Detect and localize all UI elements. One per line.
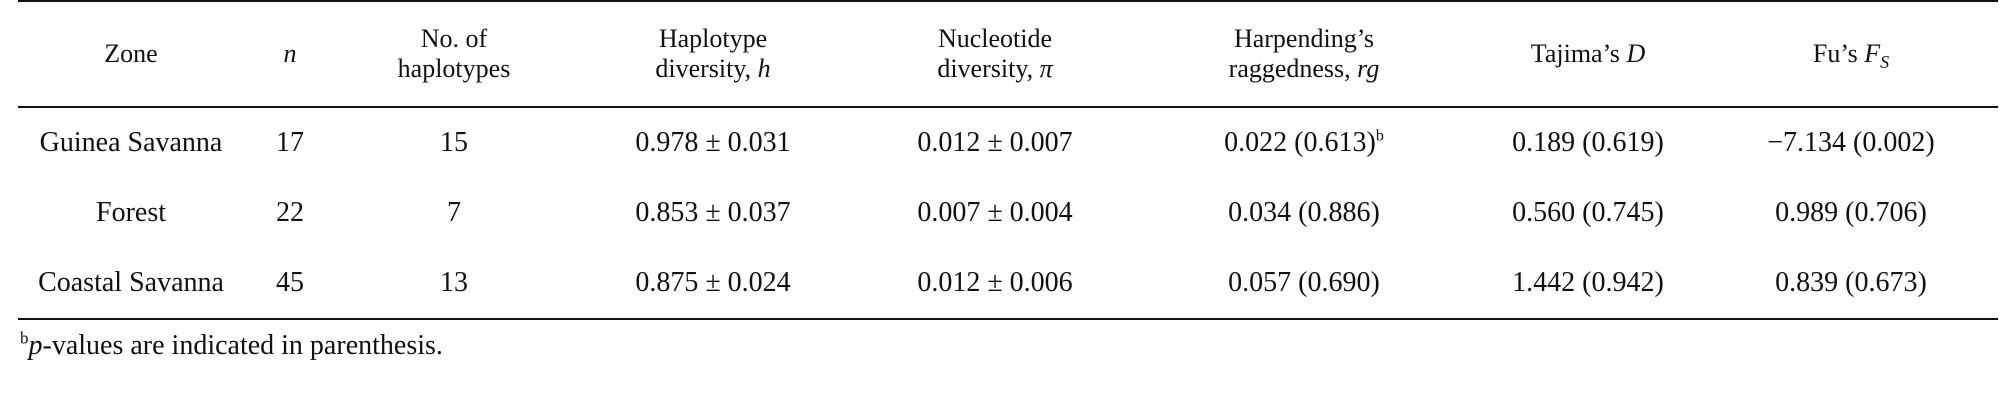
header-haplotype-diversity: Haplotype diversity, h xyxy=(572,0,854,108)
header-fus-fs: Fu’s FS xyxy=(1704,0,1998,108)
cell-n: 17 xyxy=(276,127,304,158)
table-header-row: Zone n No. of haplotypes Haplotype diver… xyxy=(18,0,1998,108)
cell-haplotype-diversity: 0.875 ± 0.024 xyxy=(572,248,854,320)
cell-haplotype-diversity: 0.978 ± 0.031 xyxy=(635,127,791,158)
footnote-text: -values are indicated in parenthesis. xyxy=(42,330,443,361)
header-nucleotide-diversity: Nucleotide diversity, π xyxy=(854,0,1136,108)
table-row: Guinea Savanna 17 15 0.978 ± 0.031 0.012… xyxy=(18,107,1998,178)
cell-zone: Guinea Savanna xyxy=(39,127,223,158)
cell-haplotypes: 7 xyxy=(447,197,461,228)
header-no-haplotypes: No. of haplotypes xyxy=(336,0,572,108)
header-n: n xyxy=(244,0,336,108)
cell-haplotypes: 15 xyxy=(440,127,468,158)
cell-haplotype-diversity: 0.853 ± 0.037 xyxy=(635,197,791,228)
cell-zone: Forest xyxy=(96,197,166,228)
table-footnote: bp-values are indicated in parenthesis. xyxy=(20,330,443,362)
data-table-container: Zone n No. of haplotypes Haplotype diver… xyxy=(18,0,1998,320)
cell-nucleotide-diversity: 0.007 ± 0.004 xyxy=(917,197,1073,228)
header-zone: Zone xyxy=(18,0,244,108)
haplotype-diversity-table: Zone n No. of haplotypes Haplotype diver… xyxy=(18,0,1998,320)
cell-fus-fs: −7.134 (0.002) xyxy=(1767,127,1935,158)
cell-nucleotide-diversity: 0.012 ± 0.007 xyxy=(917,127,1073,158)
cell-raggedness: 0.034 (0.886) xyxy=(1228,197,1380,228)
header-tajimas-d: Tajima’s D xyxy=(1472,0,1704,108)
cell-n: 22 xyxy=(276,197,304,228)
cell-zone: Coastal Savanna xyxy=(18,248,244,320)
cell-raggedness: 0.057 (0.690) xyxy=(1136,248,1472,320)
footnote-mark: b xyxy=(20,328,29,348)
cell-tajimas-d: 1.442 (0.942) xyxy=(1472,248,1704,320)
cell-tajimas-d: 0.189 (0.619) xyxy=(1512,127,1664,158)
cell-n: 45 xyxy=(244,248,336,320)
cell-tajimas-d: 0.560 (0.745) xyxy=(1512,197,1664,228)
cell-fus-fs: 0.839 (0.673) xyxy=(1704,248,1998,320)
table-row: Forest 22 7 0.853 ± 0.037 0.007 ± 0.004 … xyxy=(18,178,1998,248)
cell-raggedness: 0.022 (0.613)b xyxy=(1224,127,1384,158)
table-row: Coastal Savanna 45 13 0.875 ± 0.024 0.01… xyxy=(18,248,1998,320)
cell-nucleotide-diversity: 0.012 ± 0.006 xyxy=(854,248,1136,320)
footnote-mark: b xyxy=(1375,127,1384,145)
header-raggedness: Harpending’s raggedness, rg xyxy=(1136,0,1472,108)
cell-haplotypes: 13 xyxy=(336,248,572,320)
cell-fus-fs: 0.989 (0.706) xyxy=(1775,197,1927,228)
footnote-p: p xyxy=(28,330,43,361)
